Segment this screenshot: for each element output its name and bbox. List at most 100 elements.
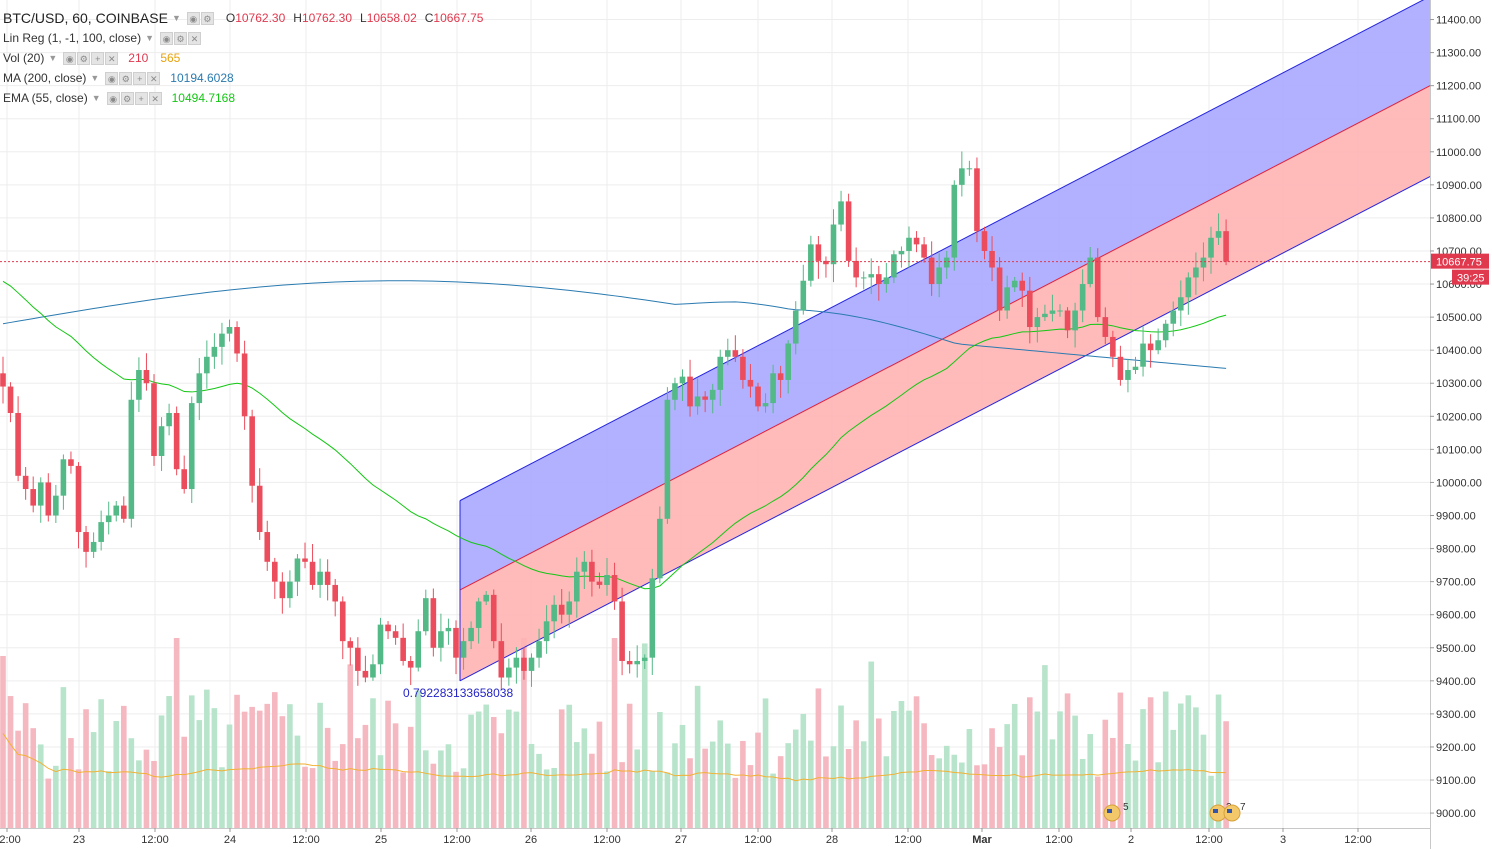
- volume-title[interactable]: Vol (20): [3, 51, 45, 65]
- volume-bar: [377, 755, 384, 828]
- candle-body: [173, 413, 180, 470]
- volume-bar: [188, 695, 195, 828]
- volume-bar: [921, 723, 927, 828]
- candle-body: [1162, 323, 1169, 341]
- candle-body: [785, 343, 791, 380]
- chevron-down-icon[interactable]: ▼: [171, 13, 181, 23]
- gear-icon[interactable]: ⚙: [174, 31, 187, 45]
- candle-body: [7, 386, 14, 413]
- volume-bar: [15, 730, 21, 828]
- volume-bar: [121, 705, 127, 828]
- time-tick-label: 12:00: [1045, 834, 1073, 846]
- candle-body: [936, 267, 942, 285]
- price-tick-label: 10900.00: [1436, 180, 1482, 192]
- low-value: 10658.02: [366, 11, 417, 25]
- gear-icon[interactable]: ⚙: [77, 51, 91, 65]
- candle-body: [770, 373, 776, 404]
- ema-title[interactable]: EMA (55, close): [3, 91, 88, 105]
- channel-upper-fill: [460, 0, 1430, 590]
- time-tick-label: Mar: [972, 834, 992, 846]
- eye-icon[interactable]: ◉: [106, 91, 120, 105]
- event-marker[interactable]: 5: [1103, 802, 1129, 822]
- candle-body: [649, 578, 656, 658]
- volume-bar: [528, 743, 535, 828]
- close-icon[interactable]: ✕: [148, 91, 162, 105]
- candle-body: [981, 231, 988, 251]
- volume-bar: [981, 764, 988, 828]
- candle-body: [385, 624, 391, 632]
- volume-bar: [30, 728, 36, 828]
- volume-bar: [1155, 762, 1161, 828]
- candle-body: [551, 604, 557, 622]
- candle-body: [641, 657, 648, 661]
- volume-bar: [1079, 758, 1086, 828]
- candle-body: [725, 350, 731, 357]
- volume-bar: [181, 736, 187, 828]
- event-markers[interactable]: 527: [1103, 802, 1246, 822]
- volume-bar: [928, 755, 935, 828]
- candle-body: [898, 250, 905, 255]
- price-tick-label: 9100.00: [1436, 775, 1476, 787]
- volume-bar: [853, 720, 859, 828]
- gear-icon[interactable]: ⚙: [120, 91, 134, 105]
- volume-bar: [302, 766, 308, 828]
- plus-icon[interactable]: +: [91, 51, 105, 65]
- eye-icon[interactable]: ◉: [63, 51, 77, 65]
- volume-bar: [1110, 737, 1116, 828]
- volume-bar: [619, 762, 625, 828]
- volume-bar: [339, 744, 346, 828]
- linear-regression-channel[interactable]: 0.792283133658038: [403, 0, 1431, 700]
- chevron-down-icon[interactable]: ▼: [90, 73, 100, 83]
- candle-body: [566, 601, 573, 615]
- close-icon[interactable]: ✕: [147, 71, 161, 85]
- volume-bar: [173, 638, 180, 828]
- countdown-badge: 39:25: [1457, 273, 1485, 285]
- price-tick-label: 10300.00: [1436, 378, 1482, 390]
- candle-body: [687, 376, 693, 407]
- volume-bar: [551, 767, 557, 828]
- volume-bar: [158, 715, 165, 828]
- volume-bar: [287, 704, 293, 828]
- close-icon[interactable]: ✕: [105, 51, 119, 65]
- volume-bar: [792, 729, 799, 828]
- plus-icon[interactable]: +: [134, 91, 148, 105]
- chevron-down-icon[interactable]: ▼: [48, 53, 58, 63]
- linreg-title[interactable]: Lin Reg (1, -1, 100, close): [3, 31, 142, 45]
- candle-body: [845, 201, 852, 261]
- chevron-down-icon[interactable]: ▼: [145, 33, 154, 43]
- volume-bar: [1178, 703, 1184, 828]
- candle-body: [543, 621, 550, 642]
- candle-body: [0, 373, 6, 387]
- volume-bar: [279, 716, 286, 828]
- volume-bar: [309, 768, 316, 828]
- candle-body: [347, 641, 354, 648]
- plus-icon[interactable]: +: [133, 71, 147, 85]
- volume-bar: [75, 769, 82, 828]
- close-icon[interactable]: ✕: [188, 31, 201, 45]
- price-tick-label: 9900.00: [1436, 511, 1476, 523]
- candle-body: [702, 396, 708, 400]
- volume-bar: [966, 729, 973, 828]
- volume-bar: [913, 696, 920, 828]
- candle-body: [966, 168, 973, 170]
- volume-ma-value: 565: [160, 51, 181, 65]
- price-tick-label: 9400.00: [1436, 676, 1476, 688]
- gear-icon[interactable]: ⚙: [200, 11, 214, 25]
- ma-title[interactable]: MA (200, close): [3, 71, 87, 85]
- time-tick-label: 26: [525, 834, 537, 846]
- candle-body: [943, 257, 950, 268]
- eye-icon[interactable]: ◉: [186, 11, 200, 25]
- eye-icon[interactable]: ◉: [160, 31, 173, 45]
- event-marker[interactable]: 7: [1223, 802, 1246, 822]
- candle-body: [30, 489, 36, 506]
- candle-body: [1072, 310, 1078, 331]
- volume-bar: [838, 705, 844, 828]
- volume-bar: [649, 770, 656, 828]
- chevron-down-icon[interactable]: ▼: [91, 93, 101, 103]
- gear-icon[interactable]: ⚙: [119, 71, 133, 85]
- time-tick-label: 27: [675, 834, 687, 846]
- price-tick-label: 10100.00: [1436, 444, 1482, 456]
- symbol-title[interactable]: BTC/USD, 60, COINBASE: [3, 10, 168, 26]
- eye-icon[interactable]: ◉: [105, 71, 119, 85]
